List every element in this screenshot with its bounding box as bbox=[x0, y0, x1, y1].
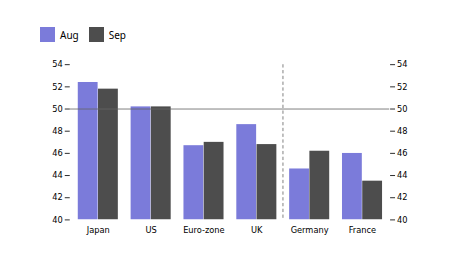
svg-text:44: 44 bbox=[52, 170, 63, 180]
svg-text:42: 42 bbox=[397, 192, 408, 202]
svg-text:50: 50 bbox=[397, 104, 408, 114]
svg-text:48: 48 bbox=[52, 126, 63, 136]
svg-text:52: 52 bbox=[52, 81, 63, 91]
svg-text:42: 42 bbox=[52, 192, 63, 202]
svg-text:50: 50 bbox=[52, 104, 63, 114]
svg-text:52: 52 bbox=[397, 81, 408, 91]
svg-text:US: US bbox=[145, 225, 156, 235]
svg-text:France: France bbox=[349, 225, 376, 235]
svg-text:Germany: Germany bbox=[291, 225, 329, 235]
svg-text:44: 44 bbox=[397, 170, 408, 180]
svg-text:48: 48 bbox=[397, 126, 408, 136]
svg-text:54: 54 bbox=[52, 59, 63, 69]
svg-text:Japan: Japan bbox=[86, 225, 110, 235]
svg-text:UK: UK bbox=[251, 225, 263, 235]
svg-text:40: 40 bbox=[397, 215, 408, 225]
svg-text:40: 40 bbox=[52, 215, 63, 225]
svg-text:46: 46 bbox=[397, 148, 408, 158]
html-text:Sep: Sep bbox=[108, 27, 126, 42]
html-text:Aug: Aug bbox=[60, 27, 79, 42]
svg-text:54: 54 bbox=[397, 59, 408, 69]
svg-text:Euro-zone: Euro-zone bbox=[183, 225, 225, 235]
svg-text:46: 46 bbox=[52, 148, 63, 158]
